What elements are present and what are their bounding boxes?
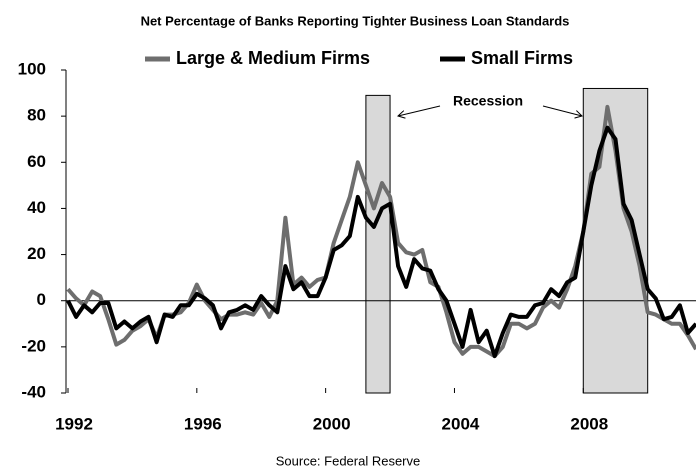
y-tick-label: -20 <box>21 336 46 355</box>
x-tick-label: 2000 <box>313 414 351 433</box>
y-tick-label: 40 <box>27 198 46 217</box>
series-line <box>66 125 696 359</box>
y-tick-label: 0 <box>37 290 46 309</box>
source: Source: Federal Reserve <box>276 453 421 468</box>
x-tick-label: 2008 <box>570 414 608 433</box>
y-tick-label: 20 <box>27 244 46 263</box>
chart-title: Net Percentage of Banks Reporting Tighte… <box>141 13 570 28</box>
legend-label: Small Firms <box>471 48 573 68</box>
x-tick-label: 1992 <box>55 414 93 433</box>
y-tick-label: 80 <box>27 106 46 125</box>
recession-band <box>365 94 391 394</box>
y-tick-label: -40 <box>21 382 46 401</box>
legend-label: Large & Medium Firms <box>176 48 370 68</box>
annotation-arrow <box>542 105 582 116</box>
annotation-arrow <box>398 105 441 116</box>
y-tick-label: 60 <box>27 152 46 171</box>
y-tick-label: 100 <box>18 59 46 78</box>
x-tick-label: 1996 <box>184 414 222 433</box>
annotation: Recession <box>453 93 523 109</box>
x-tick-label: 2004 <box>442 414 480 433</box>
